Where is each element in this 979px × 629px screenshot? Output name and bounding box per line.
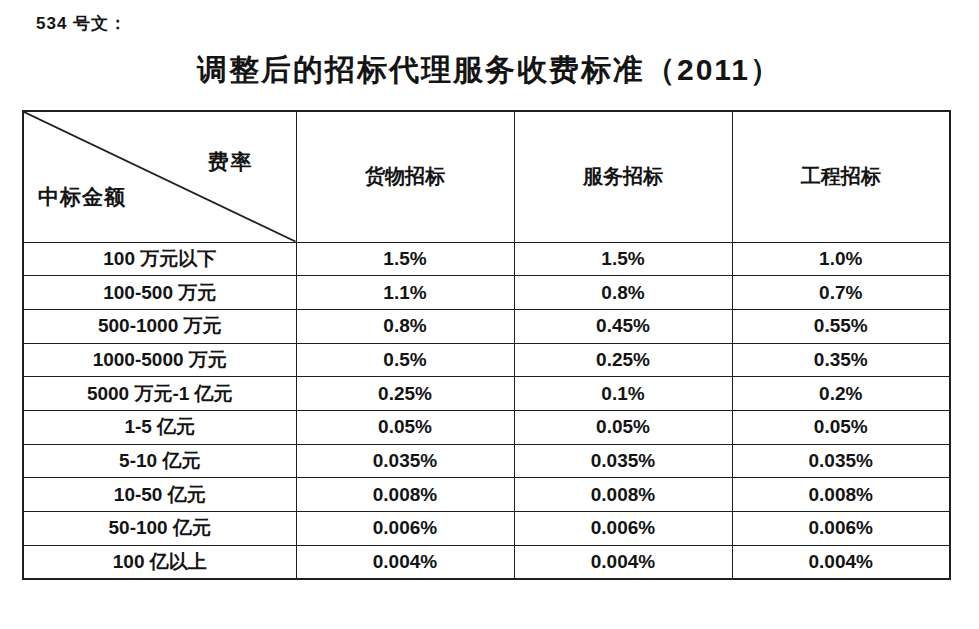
- service-rate-cell: 0.05%: [514, 410, 732, 444]
- goods-rate-cell: 0.25%: [296, 377, 514, 411]
- amount-cell: 10-50 亿元: [23, 478, 296, 512]
- engineering-rate-cell: 1.0%: [732, 242, 950, 276]
- goods-rate-cell: 0.004%: [296, 545, 514, 579]
- amount-cell: 5000 万元-1 亿元: [23, 377, 296, 411]
- table-row: 10-50 亿元 0.008% 0.008% 0.008%: [23, 478, 950, 512]
- table-row: 50-100 亿元 0.006% 0.006% 0.006%: [23, 512, 950, 546]
- header-row: 费率 中标金额 货物招标 服务招标 工程招标: [23, 111, 950, 242]
- table-row: 1000-5000 万元 0.5% 0.25% 0.35%: [23, 343, 950, 377]
- table-row: 5000 万元-1 亿元 0.25% 0.1% 0.2%: [23, 377, 950, 411]
- service-rate-cell: 0.8%: [514, 276, 732, 310]
- engineering-rate-cell: 0.7%: [732, 276, 950, 310]
- table-row: 100 万元以下 1.5% 1.5% 1.0%: [23, 242, 950, 276]
- corner-label-bid-amount: 中标金额: [38, 183, 126, 211]
- table-row: 500-1000 万元 0.8% 0.45% 0.55%: [23, 309, 950, 343]
- engineering-rate-cell: 0.35%: [732, 343, 950, 377]
- service-rate-cell: 0.1%: [514, 377, 732, 411]
- engineering-rate-cell: 0.2%: [732, 377, 950, 411]
- page-title: 调整后的招标代理服务收费标准（2011）: [0, 50, 979, 91]
- doc-number-label: 534 号文：: [36, 12, 127, 35]
- column-header-engineering-tender: 工程招标: [732, 111, 950, 242]
- goods-rate-cell: 0.006%: [296, 512, 514, 546]
- goods-rate-cell: 0.5%: [296, 343, 514, 377]
- goods-rate-cell: 0.05%: [296, 410, 514, 444]
- corner-header-cell: 费率 中标金额: [23, 111, 296, 242]
- goods-rate-cell: 0.008%: [296, 478, 514, 512]
- amount-cell: 50-100 亿元: [23, 512, 296, 546]
- amount-cell: 500-1000 万元: [23, 309, 296, 343]
- amount-cell: 1000-5000 万元: [23, 343, 296, 377]
- engineering-rate-cell: 0.55%: [732, 309, 950, 343]
- engineering-rate-cell: 0.05%: [732, 410, 950, 444]
- service-rate-cell: 0.45%: [514, 309, 732, 343]
- service-rate-cell: 0.004%: [514, 545, 732, 579]
- amount-cell: 1-5 亿元: [23, 410, 296, 444]
- service-rate-cell: 0.008%: [514, 478, 732, 512]
- amount-cell: 100-500 万元: [23, 276, 296, 310]
- amount-cell: 5-10 亿元: [23, 444, 296, 478]
- service-rate-cell: 0.006%: [514, 512, 732, 546]
- column-header-service-tender: 服务招标: [514, 111, 732, 242]
- service-rate-cell: 0.035%: [514, 444, 732, 478]
- goods-rate-cell: 1.5%: [296, 242, 514, 276]
- fee-rate-table: 费率 中标金额 货物招标 服务招标 工程招标 100 万元以下 1.5% 1.5…: [22, 110, 951, 580]
- diagonal-divider-line: [24, 112, 296, 242]
- amount-cell: 100 亿以上: [23, 545, 296, 579]
- engineering-rate-cell: 0.035%: [732, 444, 950, 478]
- engineering-rate-cell: 0.006%: [732, 512, 950, 546]
- table-row: 5-10 亿元 0.035% 0.035% 0.035%: [23, 444, 950, 478]
- service-rate-cell: 0.25%: [514, 343, 732, 377]
- amount-cell: 100 万元以下: [23, 242, 296, 276]
- engineering-rate-cell: 0.008%: [732, 478, 950, 512]
- column-header-goods-tender: 货物招标: [296, 111, 514, 242]
- goods-rate-cell: 0.8%: [296, 309, 514, 343]
- table-row: 100-500 万元 1.1% 0.8% 0.7%: [23, 276, 950, 310]
- goods-rate-cell: 1.1%: [296, 276, 514, 310]
- service-rate-cell: 1.5%: [514, 242, 732, 276]
- corner-label-fee-rate: 费率: [208, 148, 254, 176]
- engineering-rate-cell: 0.004%: [732, 545, 950, 579]
- table-row: 1-5 亿元 0.05% 0.05% 0.05%: [23, 410, 950, 444]
- table-row: 100 亿以上 0.004% 0.004% 0.004%: [23, 545, 950, 579]
- goods-rate-cell: 0.035%: [296, 444, 514, 478]
